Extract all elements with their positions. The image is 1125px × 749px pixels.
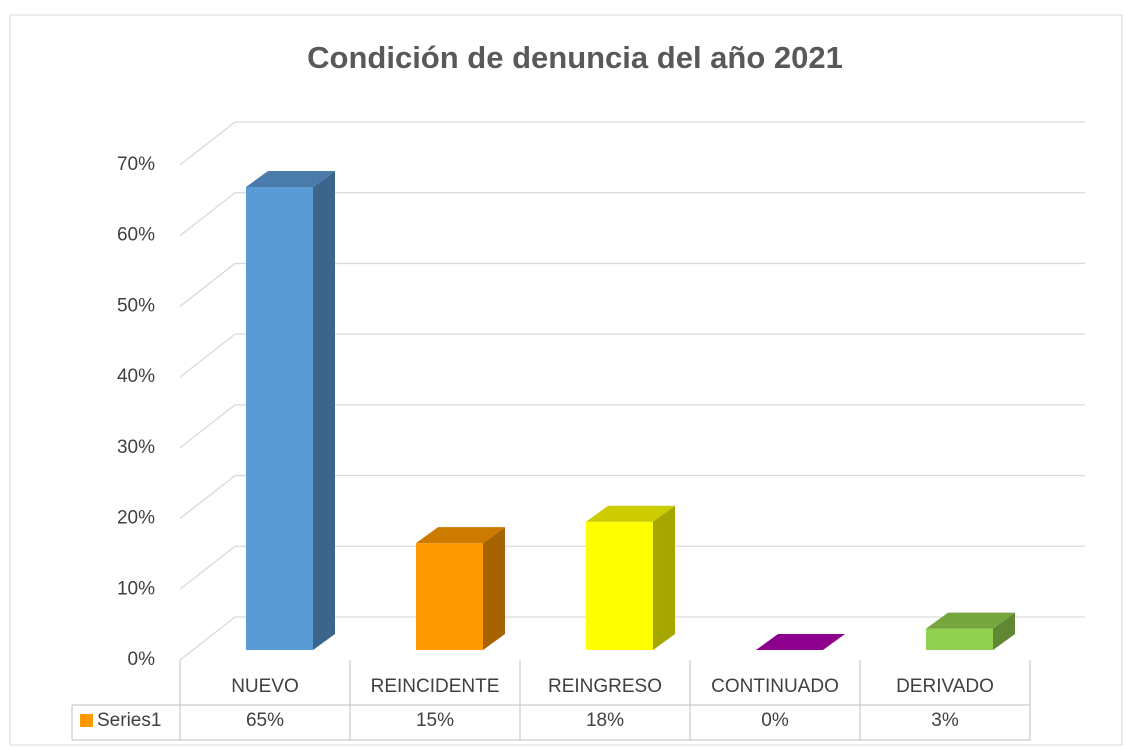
grid-line — [179, 192, 1085, 237]
bar-top — [926, 612, 1015, 629]
bar-top — [416, 527, 505, 544]
grid-line — [179, 404, 1085, 449]
value-label: 18% — [586, 710, 624, 731]
bar-side — [483, 527, 505, 650]
y-tick-label: 20% — [117, 508, 155, 529]
x-tick-label: REINGRESO — [548, 676, 662, 697]
bar-top — [246, 171, 335, 187]
x-tick-label: DERIVADO — [896, 676, 994, 697]
grid-line — [179, 474, 1085, 520]
y-tick-label: 0% — [128, 649, 156, 670]
y-tick-label: 30% — [117, 437, 155, 458]
y-tick-label: 50% — [117, 295, 155, 316]
y-tick-label: 40% — [117, 366, 155, 387]
bar — [926, 628, 993, 650]
bar — [246, 187, 313, 650]
x-tick-label: CONTINUADO — [711, 676, 839, 697]
y-tick-label: 10% — [117, 578, 155, 599]
grid-line — [179, 545, 1085, 590]
y-tick-label: 70% — [117, 154, 155, 175]
bar-side — [313, 171, 335, 650]
legend-label: Series1 — [97, 710, 161, 731]
grid-line — [179, 333, 1085, 378]
legend-swatch — [80, 714, 93, 727]
bar — [586, 521, 653, 650]
value-label: 65% — [246, 710, 284, 731]
grid-line — [179, 262, 1085, 307]
bar — [416, 543, 483, 650]
grid-line — [179, 616, 1085, 661]
x-tick-label: REINCIDENTE — [371, 676, 500, 697]
bar-top — [586, 505, 675, 522]
value-label: 0% — [761, 710, 789, 731]
y-tick-label: 60% — [117, 225, 155, 246]
bar-top — [756, 634, 845, 650]
grid-line — [179, 121, 1085, 166]
value-label: 3% — [931, 710, 959, 731]
x-tick-label: NUEVO — [231, 676, 299, 697]
bar-side — [993, 612, 1015, 650]
bar-side — [653, 505, 675, 650]
chart-title: Condición de denuncia del año 2021 — [307, 40, 843, 75]
value-label: 15% — [416, 710, 454, 731]
